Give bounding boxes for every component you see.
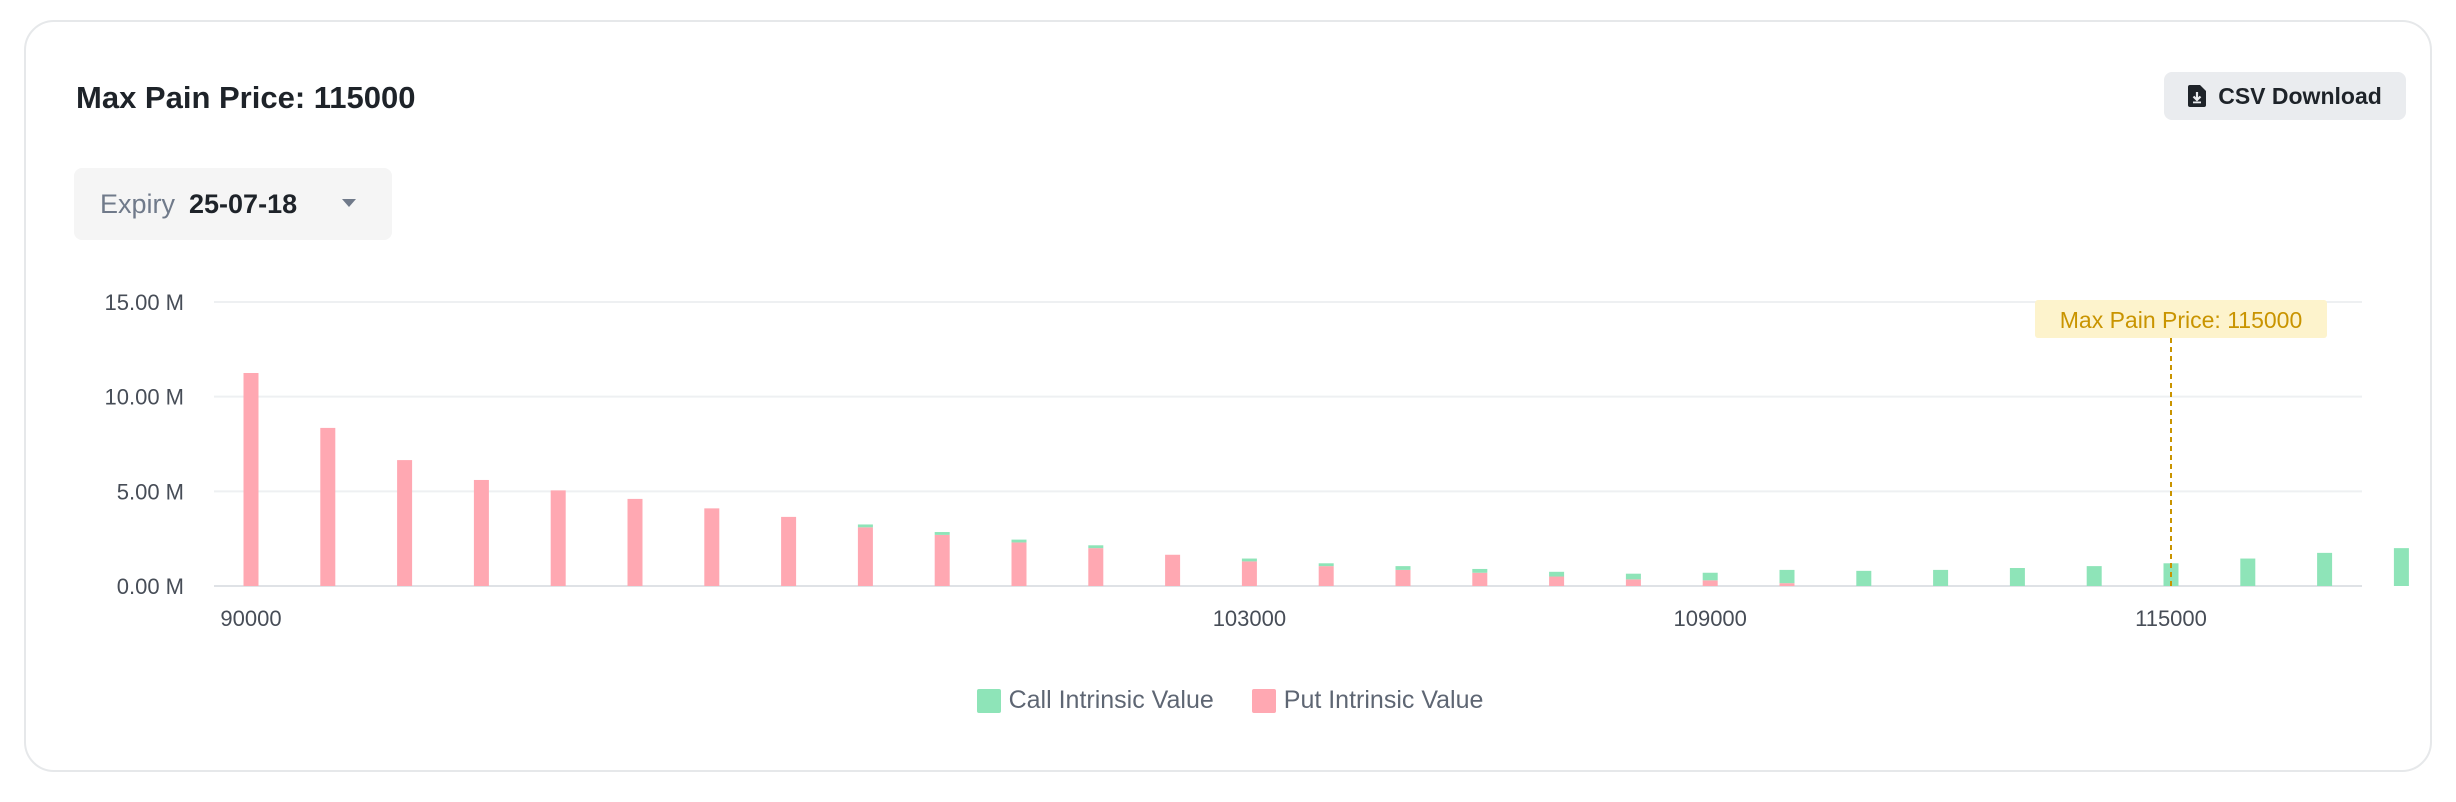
put-bar	[1165, 554, 1181, 586]
put-bar	[1549, 576, 1565, 586]
expiry-select[interactable]: Expiry 25-07-18	[74, 168, 392, 240]
put-bar	[781, 516, 797, 586]
put-bar	[1318, 566, 1334, 586]
legend-put-label: Put Intrinsic Value	[1283, 686, 1484, 714]
y-tick-label: 0.00 M	[117, 574, 184, 599]
call-bar	[2317, 552, 2333, 586]
call-bar	[1779, 569, 1795, 584]
max-pain-chart: 0.00 M 5.00 M 10.00 M 15.00 M 90000 103000 109…	[105, 290, 2409, 631]
put-bar	[1241, 561, 1257, 586]
chart-legend: Call Intrinsic Value Put Intrinsic Value	[26, 686, 2434, 715]
max-pain-label: Max Pain Price: 115000	[2060, 307, 2303, 333]
y-tick-label: 5.00 M	[117, 479, 184, 504]
call-bar	[857, 524, 873, 528]
call-bar	[1625, 573, 1641, 580]
put-bar	[627, 498, 643, 586]
call-bar	[2009, 568, 2025, 586]
put-bar	[473, 479, 489, 586]
call-bar	[2086, 566, 2102, 586]
download-file-icon	[2188, 85, 2207, 107]
y-tick-label: 10.00 M	[105, 385, 185, 410]
call-bar	[2240, 558, 2256, 586]
put-bar	[320, 427, 336, 586]
put-bar	[1395, 569, 1411, 586]
call-bar	[1856, 570, 1872, 586]
call-bar	[1088, 545, 1104, 549]
put-swatch	[1251, 688, 1276, 713]
put-bar	[934, 534, 950, 586]
call-bar	[1318, 563, 1334, 567]
x-tick-label: 103000	[1213, 606, 1286, 631]
x-tick-label: 109000	[1673, 606, 1746, 631]
page-title: Max Pain Price: 115000	[76, 80, 416, 115]
put-bar	[1088, 548, 1104, 586]
expiry-label: Expiry	[100, 188, 176, 219]
legend-call-label: Call Intrinsic Value	[1008, 686, 1214, 714]
csv-download-label: CSV Download	[2218, 82, 2382, 109]
call-bar	[1241, 558, 1257, 562]
call-bar	[1933, 569, 1949, 586]
put-bar	[1472, 572, 1488, 586]
call-bar	[1702, 572, 1718, 581]
call-bar	[1549, 571, 1565, 577]
call-bar	[1011, 539, 1027, 543]
put-bar	[704, 508, 720, 586]
x-tick-label: 115000	[2135, 606, 2207, 631]
legend-item-call[interactable]: Call Intrinsic Value	[976, 686, 1214, 715]
call-bar	[934, 532, 950, 535]
max-pain-label-box	[2035, 300, 2327, 338]
call-bar	[1395, 566, 1411, 570]
legend-item-put[interactable]: Put Intrinsic Value	[1251, 686, 1484, 715]
put-bar	[1779, 583, 1795, 586]
call-bar	[2393, 548, 2409, 586]
put-bar	[857, 527, 873, 586]
y-tick-label: 15.00 M	[105, 290, 185, 315]
max-pain-card: Max Pain Price: 115000 CSV Download Expi…	[24, 20, 2432, 772]
put-bar	[243, 373, 259, 586]
call-swatch	[976, 688, 1001, 713]
put-bar	[1702, 580, 1718, 586]
put-bar	[1011, 542, 1027, 586]
x-tick-label: 90000	[220, 606, 281, 631]
csv-download-button[interactable]: CSV Download	[2164, 72, 2406, 120]
caret-down-icon	[342, 199, 356, 207]
put-bar	[397, 460, 413, 586]
expiry-value: 25-07-18	[189, 188, 298, 219]
put-bar	[1625, 579, 1641, 586]
put-bar	[550, 490, 566, 586]
call-bar	[1472, 568, 1488, 573]
